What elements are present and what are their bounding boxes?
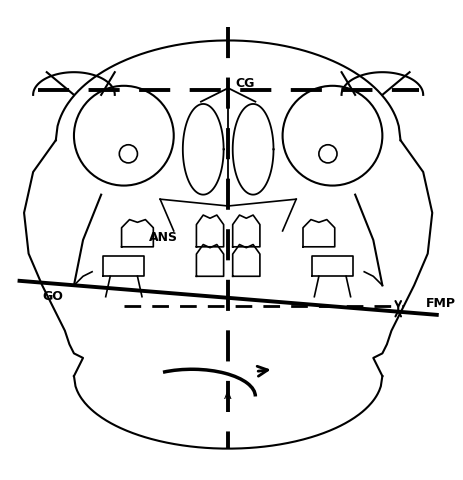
Text: GO: GO — [42, 290, 63, 303]
Text: CG: CG — [235, 77, 254, 90]
Text: FMP: FMP — [425, 297, 456, 310]
Text: ANS: ANS — [149, 231, 178, 244]
Text: A: A — [225, 392, 232, 401]
